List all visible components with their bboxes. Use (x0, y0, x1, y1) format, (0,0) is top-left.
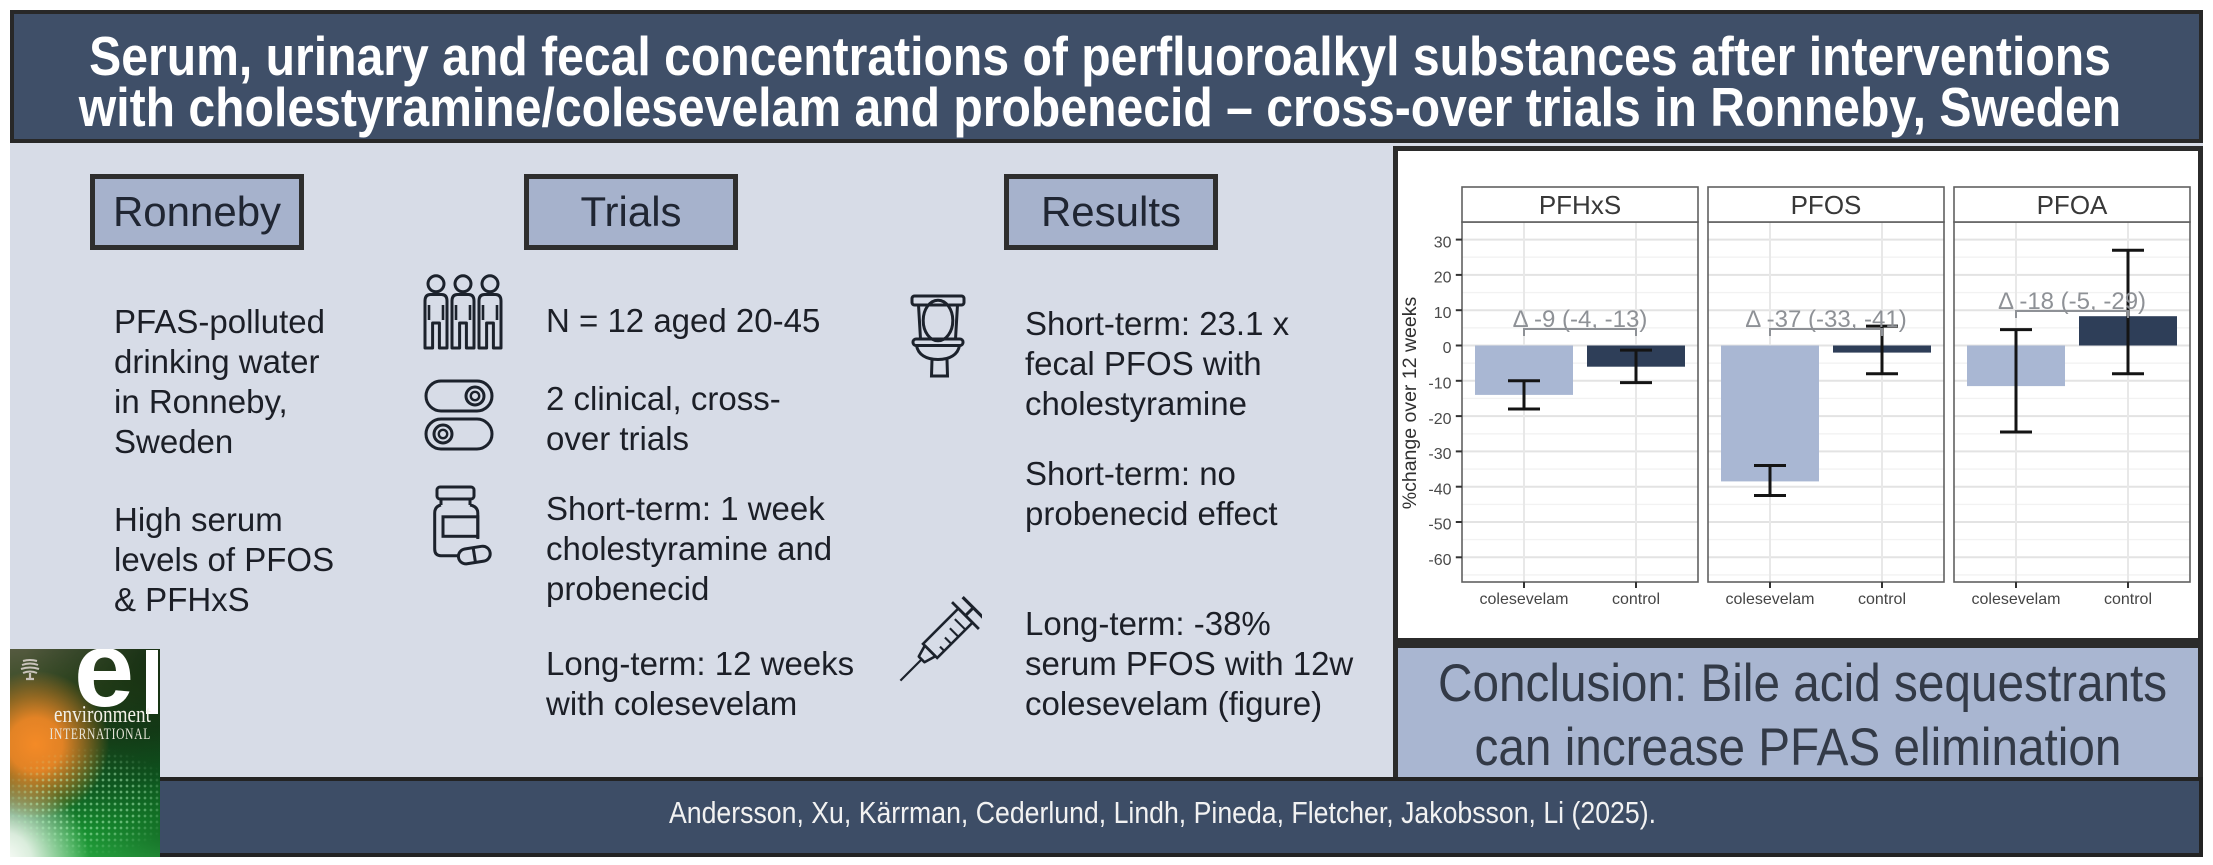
svg-text:%change over 12 weeks: %change over 12 weeks (1399, 297, 1421, 510)
svg-text:10: 10 (1434, 305, 1452, 322)
svg-text:control: control (1858, 591, 1906, 608)
svg-text:PFOS: PFOS (1791, 190, 1862, 220)
svg-text:colesevelam: colesevelam (1972, 591, 2061, 608)
svg-text:-10: -10 (1428, 376, 1451, 393)
svg-text:colesevelam: colesevelam (1726, 591, 1815, 608)
svg-text:0: 0 (1443, 340, 1452, 357)
svg-text:20: 20 (1434, 270, 1452, 287)
svg-text:PFHxS: PFHxS (1539, 190, 1621, 220)
svg-text:30: 30 (1434, 234, 1452, 251)
svg-text:-50: -50 (1428, 517, 1451, 534)
svg-text:control: control (2104, 591, 2152, 608)
svg-text:-60: -60 (1428, 552, 1451, 569)
svg-text:-40: -40 (1428, 481, 1451, 498)
svg-text:control: control (1612, 591, 1660, 608)
svg-text:-20: -20 (1428, 411, 1451, 428)
svg-text:PFOA: PFOA (2037, 190, 2108, 220)
svg-text:-30: -30 (1428, 446, 1451, 463)
svg-text:colesevelam: colesevelam (1480, 591, 1569, 608)
